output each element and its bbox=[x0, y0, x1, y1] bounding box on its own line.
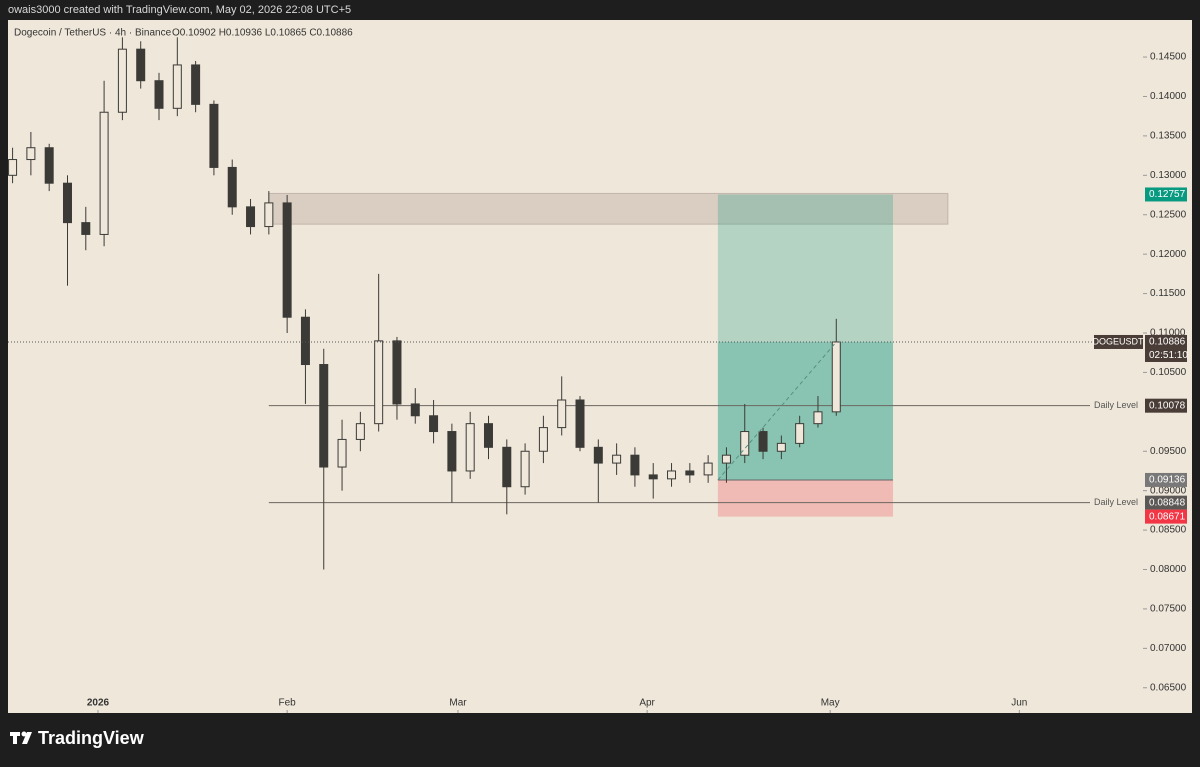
candle-body bbox=[374, 340, 384, 425]
chart-panel bbox=[8, 20, 1192, 713]
level-price: 0.10078 bbox=[1149, 400, 1186, 411]
level-price-box bbox=[1145, 495, 1187, 510]
y-tick-label: 0.11000 bbox=[1150, 328, 1186, 339]
entry-price-box bbox=[1145, 472, 1187, 487]
logo bbox=[10, 731, 32, 744]
level-price-box bbox=[1145, 398, 1187, 413]
attribution: owais3000 created with TradingView.com, … bbox=[8, 4, 351, 16]
x-tick-label: Feb bbox=[279, 698, 297, 709]
candle-body bbox=[62, 182, 72, 224]
candle-body bbox=[319, 364, 329, 468]
candle-body bbox=[831, 341, 841, 413]
ohlc-legend: O0.10902 H0.10936 L0.10865 C0.10886 bbox=[172, 28, 353, 39]
candle-body bbox=[8, 159, 18, 176]
brand: TradingView bbox=[38, 728, 145, 748]
candle-body bbox=[465, 423, 475, 472]
candle-body bbox=[117, 48, 127, 113]
countdown: 02:51:10 bbox=[1149, 350, 1188, 361]
stop-price: 0.08671 bbox=[1149, 511, 1186, 522]
candle-body bbox=[740, 431, 750, 456]
candle-body bbox=[483, 423, 493, 448]
candle-body bbox=[191, 64, 201, 105]
stop-box bbox=[717, 479, 894, 517]
y-tick-label: 0.14000 bbox=[1150, 91, 1187, 102]
x-tick-label: Mar bbox=[449, 698, 467, 709]
y-tick-label: 0.08500 bbox=[1150, 525, 1187, 536]
symbol-box bbox=[1094, 334, 1143, 349]
x-tick-label: Jun bbox=[1011, 698, 1027, 709]
candle-body bbox=[758, 431, 768, 452]
candle-body bbox=[813, 411, 823, 425]
y-tick-label: 0.11500 bbox=[1150, 288, 1186, 299]
progress-box bbox=[717, 341, 894, 480]
candle-body bbox=[520, 450, 530, 488]
candle-body bbox=[502, 446, 512, 488]
y-tick-label: 0.14500 bbox=[1150, 52, 1187, 63]
candle-body bbox=[246, 206, 256, 228]
resistance-zone bbox=[268, 192, 949, 225]
x-tick-label: 2026 bbox=[87, 698, 110, 709]
candle-body bbox=[648, 474, 658, 480]
candle-body bbox=[721, 454, 731, 464]
y-tick-label: 0.13000 bbox=[1150, 170, 1187, 181]
candle-body bbox=[447, 431, 457, 472]
candle-body bbox=[593, 446, 603, 464]
y-tick-label: 0.07500 bbox=[1150, 604, 1187, 615]
chart-title: Dogecoin / TetherUS · 4h · Binance bbox=[14, 28, 172, 39]
candle-body bbox=[557, 399, 567, 429]
last-price-box bbox=[1145, 334, 1187, 349]
candle-body bbox=[26, 147, 36, 161]
candle-body bbox=[227, 166, 237, 208]
y-tick-label: 0.09000 bbox=[1150, 485, 1187, 496]
candle-body bbox=[667, 470, 677, 480]
candle-body bbox=[538, 427, 548, 452]
candle-body bbox=[685, 470, 695, 476]
candle-body bbox=[154, 80, 164, 109]
candle-body bbox=[282, 202, 292, 318]
candle-body bbox=[99, 111, 109, 235]
candle-body bbox=[44, 147, 54, 184]
level-label: Daily Level bbox=[1094, 497, 1138, 507]
y-tick-label: 0.12000 bbox=[1150, 249, 1187, 260]
candle-body bbox=[776, 442, 786, 452]
candle-body bbox=[300, 316, 310, 366]
x-tick-label: Apr bbox=[639, 698, 655, 709]
candle-body bbox=[795, 423, 805, 444]
candle-body bbox=[410, 403, 420, 417]
candle-body bbox=[209, 103, 219, 168]
candle-body bbox=[136, 48, 146, 82]
candle-body bbox=[630, 454, 640, 476]
candle-body bbox=[81, 222, 91, 235]
trade-path bbox=[717, 341, 837, 481]
candle-body bbox=[575, 399, 585, 448]
candle-body bbox=[392, 340, 402, 405]
y-tick-label: 0.12500 bbox=[1150, 209, 1187, 220]
y-tick-label: 0.07000 bbox=[1150, 643, 1187, 654]
candle-body bbox=[337, 438, 347, 468]
y-tick-label: 0.10500 bbox=[1150, 367, 1187, 378]
candle-body bbox=[172, 64, 182, 109]
candle-body bbox=[429, 415, 439, 433]
y-tick-label: 0.09500 bbox=[1150, 446, 1187, 457]
target-price-box bbox=[1145, 187, 1187, 202]
level-label: Daily Level bbox=[1094, 400, 1138, 410]
level-price: 0.08848 bbox=[1149, 497, 1186, 508]
candle-body bbox=[612, 454, 622, 464]
candle-body bbox=[264, 202, 274, 228]
stop-price-box bbox=[1145, 509, 1187, 524]
y-tick-label: 0.13500 bbox=[1150, 131, 1187, 142]
y-tick-label: 0.08000 bbox=[1150, 564, 1187, 575]
countdown-box bbox=[1145, 348, 1187, 362]
entry-price: 0.09136 bbox=[1149, 475, 1186, 486]
candle-body bbox=[703, 462, 713, 476]
target-price: 0.12757 bbox=[1149, 189, 1186, 200]
candle-body bbox=[355, 423, 365, 440]
x-tick-label: May bbox=[821, 698, 840, 709]
last-price: 0.10886 bbox=[1149, 337, 1186, 348]
symbol-label: DOGEUSDT bbox=[1092, 336, 1144, 346]
y-tick-label: 0.06500 bbox=[1150, 682, 1187, 693]
